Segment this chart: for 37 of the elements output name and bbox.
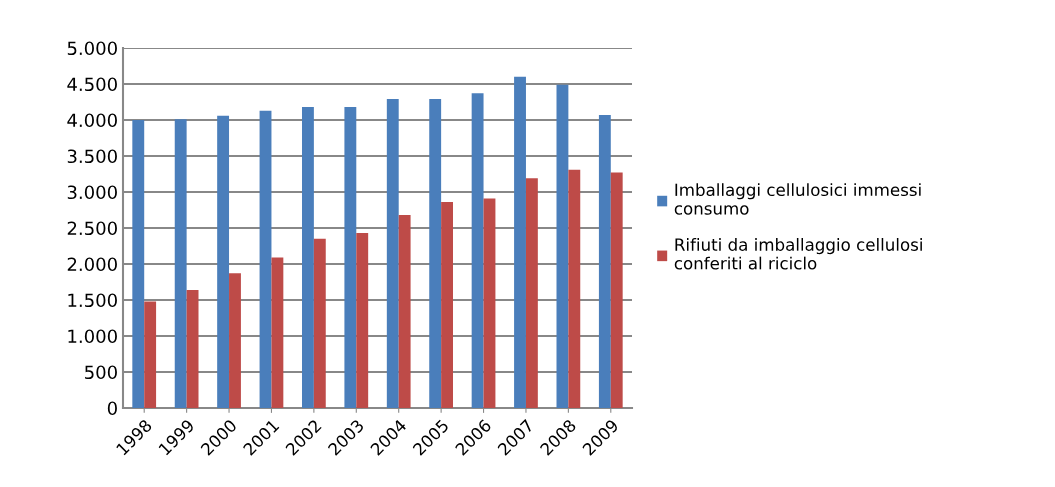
- y-tick-label: 500: [85, 365, 117, 380]
- bar: [186, 289, 199, 408]
- y-tick-label: 4.500: [67, 77, 117, 92]
- y-tick-label: 5.000: [67, 41, 117, 56]
- y-tick-label: 2.500: [67, 221, 117, 236]
- bar: [483, 198, 496, 408]
- bar: [259, 110, 272, 408]
- bar: [174, 119, 187, 408]
- y-tick-label: 1.500: [68, 293, 117, 308]
- bar: [132, 120, 145, 408]
- bar: [568, 169, 581, 408]
- bar: [344, 107, 357, 408]
- bar: [429, 99, 442, 408]
- y-tick-label: 3.000: [67, 185, 117, 200]
- bar: [302, 107, 314, 408]
- bar: [514, 76, 526, 408]
- y-tick-label: 3.500: [67, 149, 117, 164]
- bar: [356, 233, 369, 408]
- y-tick-label: 4.000: [67, 113, 117, 128]
- bar: [313, 238, 326, 408]
- bar: [271, 257, 284, 408]
- bar: [217, 115, 230, 408]
- bar: [398, 215, 411, 408]
- bar: [386, 99, 399, 408]
- bar: [144, 301, 157, 408]
- bar: [229, 273, 241, 408]
- bar: [471, 93, 484, 408]
- y-tick-label: 2.000: [67, 257, 117, 272]
- bar: [610, 172, 623, 408]
- y-tick-label: 1.000: [68, 329, 117, 344]
- bar: [556, 84, 569, 408]
- legend-label: Rifiuti da imballaggio cellulosi conferiti al riciclo: [674, 238, 922, 270]
- bar: [441, 202, 453, 408]
- bar: [525, 178, 538, 408]
- bar: [598, 114, 611, 408]
- legend-label: Imballaggi cellulosici immessi consumo: [674, 183, 921, 215]
- y-tick-label: 0: [107, 401, 117, 416]
